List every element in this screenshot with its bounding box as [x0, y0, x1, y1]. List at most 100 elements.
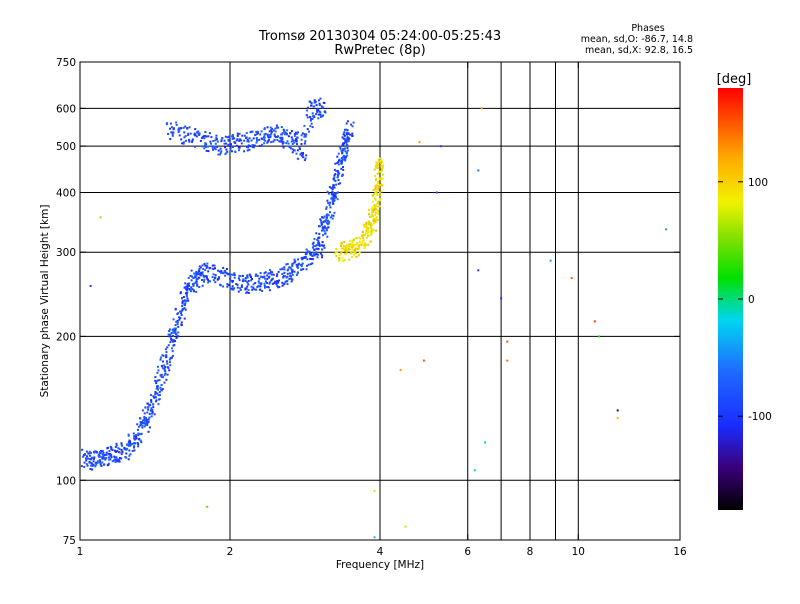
echo-point [341, 158, 344, 161]
chart-title: Tromsø 20130304 05:24:00-05:25:43 [258, 29, 501, 44]
echo-point [314, 245, 316, 247]
echo-point [199, 266, 202, 269]
echo-point [266, 282, 268, 284]
echo-point [182, 126, 185, 129]
echo-point [363, 243, 366, 246]
echo-point [100, 450, 102, 452]
echo-point [245, 137, 247, 140]
echo-point [154, 376, 157, 379]
echo-point [361, 242, 364, 245]
echo-point [207, 270, 210, 273]
echo-point [326, 199, 329, 202]
echo-point [247, 146, 249, 149]
echo-point [328, 204, 331, 207]
echo-point [570, 277, 573, 279]
echo-point [213, 277, 216, 280]
echo-point [354, 247, 357, 250]
echo-point [362, 236, 365, 239]
echo-point [159, 386, 162, 389]
echo-point [211, 276, 214, 278]
echo-point [255, 141, 258, 144]
echo-point [175, 337, 178, 339]
echo-point [219, 151, 222, 154]
echo-point [358, 236, 361, 239]
echo-point [181, 302, 184, 305]
echo-point [240, 139, 243, 142]
echo-point [399, 369, 402, 372]
grid-lines [80, 62, 680, 540]
echo-point [155, 387, 158, 390]
echo-point [220, 140, 223, 143]
echo-point [367, 228, 369, 231]
echo-point [342, 133, 345, 136]
echo-point [289, 147, 292, 150]
echo-point [323, 230, 326, 233]
echo-point [331, 188, 334, 190]
echo-point [307, 130, 310, 133]
echo-point [81, 448, 84, 451]
echo-point [263, 284, 266, 287]
echo-point [134, 442, 137, 445]
echo-point [183, 131, 186, 134]
echo-point [188, 140, 191, 143]
echo-point [252, 137, 255, 140]
echo-point [318, 103, 321, 106]
echo-point [105, 453, 108, 456]
echo-point [186, 284, 189, 287]
echo-point [277, 281, 280, 284]
echo-point [347, 149, 349, 152]
echo-point [207, 150, 210, 153]
echo-point [268, 138, 270, 141]
echo-point [310, 104, 312, 107]
echo-point [368, 220, 371, 223]
echo-point [174, 307, 177, 310]
echo-point [232, 280, 234, 282]
echo-point [127, 434, 130, 437]
echo-point [120, 442, 123, 445]
echo-point [161, 376, 164, 379]
echo-point [276, 273, 279, 276]
stats-header: Phases [631, 23, 664, 34]
echo-point [322, 114, 325, 117]
echo-point [139, 439, 142, 442]
echo-point [147, 406, 150, 408]
echo-point [189, 290, 192, 293]
echo-point [300, 138, 303, 141]
echo-point [336, 176, 339, 179]
echo-point [354, 248, 356, 251]
echo-point [204, 135, 207, 137]
echo-point [133, 445, 136, 448]
echo-point [343, 147, 346, 150]
echo-point [153, 413, 156, 416]
echo-point [345, 128, 347, 131]
echo-point [267, 272, 270, 275]
echo-point [269, 126, 272, 129]
echo-point [273, 282, 276, 285]
echo-point [340, 160, 343, 163]
echo-point [297, 271, 299, 274]
echo-point [313, 248, 316, 251]
echo-point [115, 456, 118, 459]
echo-point [190, 279, 193, 282]
echo-point [246, 149, 249, 152]
echo-point [371, 214, 373, 216]
echo-point [236, 138, 239, 141]
echo-point [148, 403, 151, 406]
echo-point [320, 223, 323, 226]
echo-point [188, 126, 191, 129]
echo-point [146, 402, 149, 405]
echo-point [256, 274, 259, 277]
echo-point [269, 136, 272, 139]
echo-point [204, 143, 207, 146]
echo-point [240, 284, 243, 287]
echo-point [304, 157, 307, 160]
echo-point [321, 229, 324, 232]
echo-point [376, 202, 379, 205]
echo-point [333, 174, 336, 177]
echo-point [171, 350, 174, 353]
echo-point [355, 255, 358, 258]
echo-point [184, 285, 187, 288]
echo-point [593, 320, 596, 323]
echo-point [184, 135, 187, 137]
echo-point [346, 247, 349, 250]
